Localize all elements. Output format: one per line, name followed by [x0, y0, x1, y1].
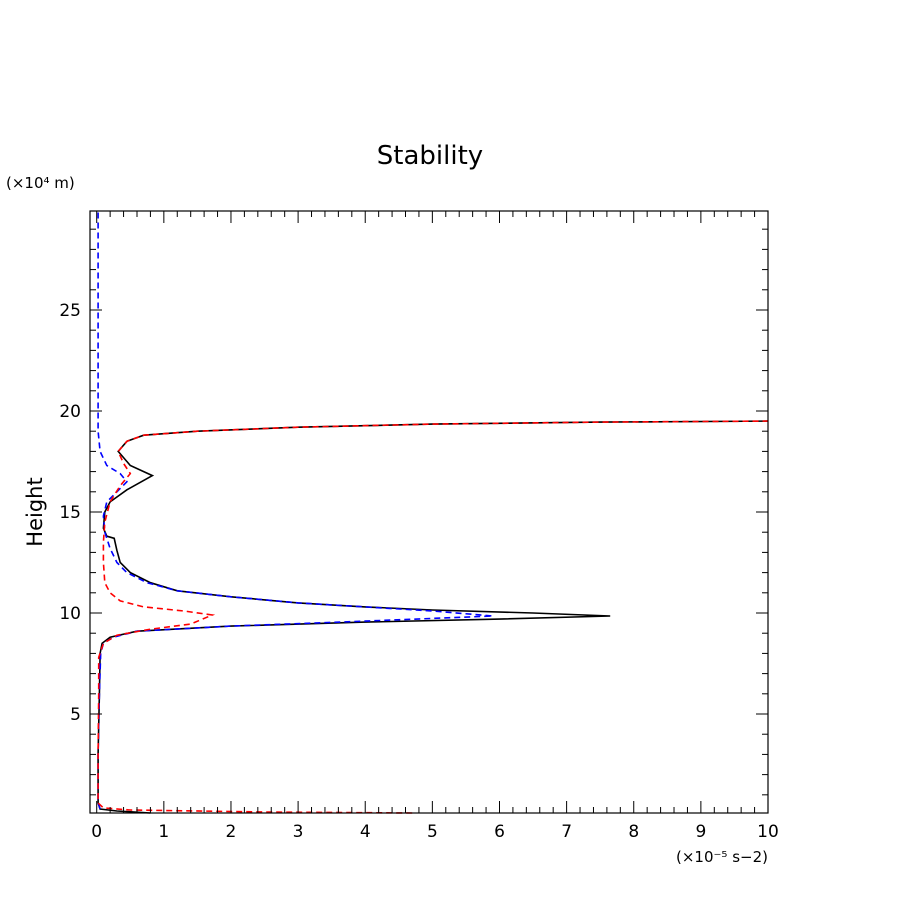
y-tick-label: 10	[59, 604, 81, 624]
tick-layer: 0 1 2 3 4 5 6 7 8 9 10 5 10 15 20 25	[59, 211, 779, 842]
y-tick-label: 25	[59, 301, 81, 321]
y-tick-label: 15	[59, 503, 81, 523]
series-line-1	[97, 420, 769, 814]
x-tick-label: 5	[427, 822, 438, 842]
x-unit-label: (×10⁻⁵ s−2)	[676, 848, 768, 866]
series-layer	[97, 211, 769, 814]
x-tick-label: 0	[91, 822, 102, 842]
x-tick-label: 1	[158, 822, 169, 842]
x-tick-label: 2	[226, 822, 237, 842]
y-axis-label: Height	[23, 477, 47, 546]
x-tick-label: 9	[695, 822, 706, 842]
x-tick-label: 8	[628, 822, 639, 842]
chart-title: Stability	[377, 141, 483, 171]
x-tick-label: 3	[293, 822, 304, 842]
x-tick-label: 10	[757, 822, 779, 842]
x-tick-label: 4	[360, 822, 371, 842]
y-unit-label: (×10⁴ m)	[6, 174, 75, 192]
y-tick-label: 20	[59, 402, 81, 422]
x-tick-label: 7	[561, 822, 572, 842]
x-tick-label: 6	[494, 822, 505, 842]
y-tick-label: 5	[70, 705, 81, 725]
series-line-2	[97, 211, 493, 810]
series-line-3	[97, 420, 769, 814]
plot-frame	[89, 210, 769, 814]
